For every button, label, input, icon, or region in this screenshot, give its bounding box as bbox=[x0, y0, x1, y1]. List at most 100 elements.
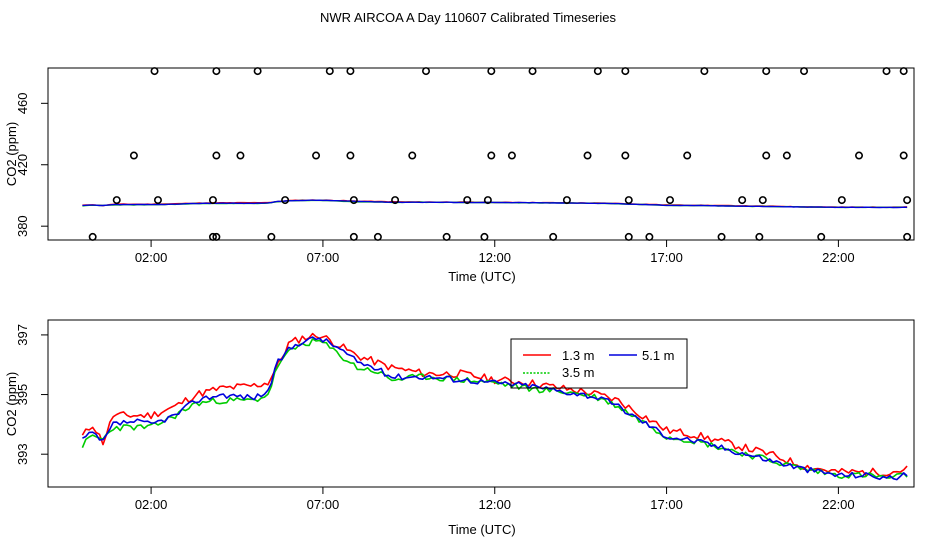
data-point bbox=[212, 232, 221, 241]
data-point bbox=[349, 232, 358, 241]
data-point bbox=[624, 196, 633, 205]
data-point bbox=[621, 67, 630, 76]
top-panel-x-axis: 02:00 07:00 12:00 17:00 22:00 bbox=[135, 240, 855, 265]
data-point bbox=[346, 67, 355, 76]
data-point bbox=[212, 67, 221, 76]
data-point bbox=[645, 232, 654, 241]
bottom-panel-x-axis: 02:00 07:00 12:00 17:00 22:00 bbox=[135, 487, 855, 512]
y-tick-label: 420 bbox=[15, 154, 30, 176]
data-point bbox=[281, 196, 290, 205]
data-point bbox=[837, 196, 846, 205]
data-point bbox=[882, 67, 891, 76]
bottom-panel-frame bbox=[47, 319, 915, 488]
data-point bbox=[666, 196, 675, 205]
data-point bbox=[208, 232, 217, 241]
x-tick-label: 02:00 bbox=[135, 497, 168, 512]
data-point bbox=[593, 67, 602, 76]
data-point bbox=[562, 196, 571, 205]
data-point bbox=[855, 151, 864, 160]
series-line bbox=[81, 332, 908, 477]
series-line bbox=[82, 336, 908, 481]
data-point bbox=[112, 196, 121, 205]
data-point bbox=[88, 232, 97, 241]
y-tick-label: 380 bbox=[15, 215, 30, 237]
bottom-panel-x-label: Time (UTC) bbox=[448, 522, 515, 537]
data-point bbox=[236, 151, 245, 160]
data-point bbox=[487, 67, 496, 76]
data-point bbox=[762, 151, 771, 160]
data-point bbox=[487, 151, 496, 160]
top-panel-x-label: Time (UTC) bbox=[448, 269, 515, 284]
data-point bbox=[800, 67, 809, 76]
data-point bbox=[391, 196, 400, 205]
data-point bbox=[150, 67, 159, 76]
data-point bbox=[758, 196, 767, 205]
x-tick-label: 07:00 bbox=[307, 250, 340, 265]
top-series-line bbox=[82, 199, 908, 209]
data-point bbox=[267, 232, 276, 241]
data-point bbox=[153, 196, 162, 205]
data-point bbox=[212, 151, 221, 160]
x-tick-label: 22:00 bbox=[822, 250, 855, 265]
data-point bbox=[442, 232, 451, 241]
series-line bbox=[81, 338, 908, 479]
y-tick-label: 393 bbox=[15, 443, 30, 465]
data-point bbox=[782, 151, 791, 160]
x-tick-label: 07:00 bbox=[307, 497, 340, 512]
data-point bbox=[483, 196, 492, 205]
data-point bbox=[373, 232, 382, 241]
data-point bbox=[507, 151, 516, 160]
data-point bbox=[683, 151, 692, 160]
data-point bbox=[463, 196, 472, 205]
data-point bbox=[549, 232, 558, 241]
legend: 1.3 m 5.1 m 3.5 m bbox=[510, 338, 688, 389]
data-point bbox=[899, 151, 908, 160]
data-point bbox=[346, 151, 355, 160]
bottom-panel-series-lines bbox=[81, 332, 908, 481]
data-point bbox=[762, 67, 771, 76]
x-tick-label: 12:00 bbox=[478, 497, 511, 512]
legend-box bbox=[510, 338, 688, 389]
data-point bbox=[583, 151, 592, 160]
data-point bbox=[480, 232, 489, 241]
y-tick-label: 460 bbox=[15, 92, 30, 114]
data-point bbox=[738, 196, 747, 205]
data-point bbox=[422, 67, 431, 76]
top-panel-points bbox=[88, 67, 912, 241]
data-point bbox=[408, 151, 417, 160]
data-point bbox=[621, 151, 630, 160]
y-tick-label: 395 bbox=[15, 384, 30, 406]
data-point bbox=[528, 67, 537, 76]
data-point bbox=[755, 232, 764, 241]
top-panel-y-axis: 380 420 460 bbox=[15, 92, 48, 237]
top-panel-y-label: CO2 (ppm) bbox=[4, 122, 19, 186]
legend-label-1-3m: 1.3 m bbox=[562, 348, 595, 363]
figure-title: NWR AIRCOA A Day 110607 Calibrated Times… bbox=[320, 10, 616, 25]
x-tick-label: 22:00 bbox=[822, 497, 855, 512]
data-point bbox=[325, 67, 334, 76]
data-point bbox=[129, 151, 138, 160]
bottom-panel: 02:00 07:00 12:00 17:00 22:00 393 395 397 Time… bbox=[4, 319, 915, 537]
legend-label-5-1m: 5.1 m bbox=[642, 348, 675, 363]
x-tick-label: 12:00 bbox=[478, 250, 511, 265]
data-point bbox=[624, 232, 633, 241]
data-point bbox=[717, 232, 726, 241]
data-point bbox=[208, 196, 217, 205]
x-tick-label: 17:00 bbox=[650, 497, 683, 512]
top-panel: 02:00 07:00 12:00 17:00 22:00 380 420 460 Time… bbox=[4, 67, 915, 284]
data-point bbox=[899, 67, 908, 76]
bottom-panel-y-axis: 393 395 397 bbox=[15, 324, 48, 465]
data-point bbox=[817, 232, 826, 241]
top-panel-series-lines bbox=[82, 199, 908, 209]
legend-label-3-5m: 3.5 m bbox=[562, 365, 595, 380]
data-point bbox=[253, 67, 262, 76]
top-panel-frame bbox=[47, 67, 915, 241]
bottom-panel-y-label: CO2 (ppm) bbox=[4, 372, 19, 436]
data-point bbox=[349, 196, 358, 205]
x-tick-label: 02:00 bbox=[135, 250, 168, 265]
data-point bbox=[903, 232, 912, 241]
data-point bbox=[312, 151, 321, 160]
x-tick-label: 17:00 bbox=[650, 250, 683, 265]
y-tick-label: 397 bbox=[15, 324, 30, 346]
